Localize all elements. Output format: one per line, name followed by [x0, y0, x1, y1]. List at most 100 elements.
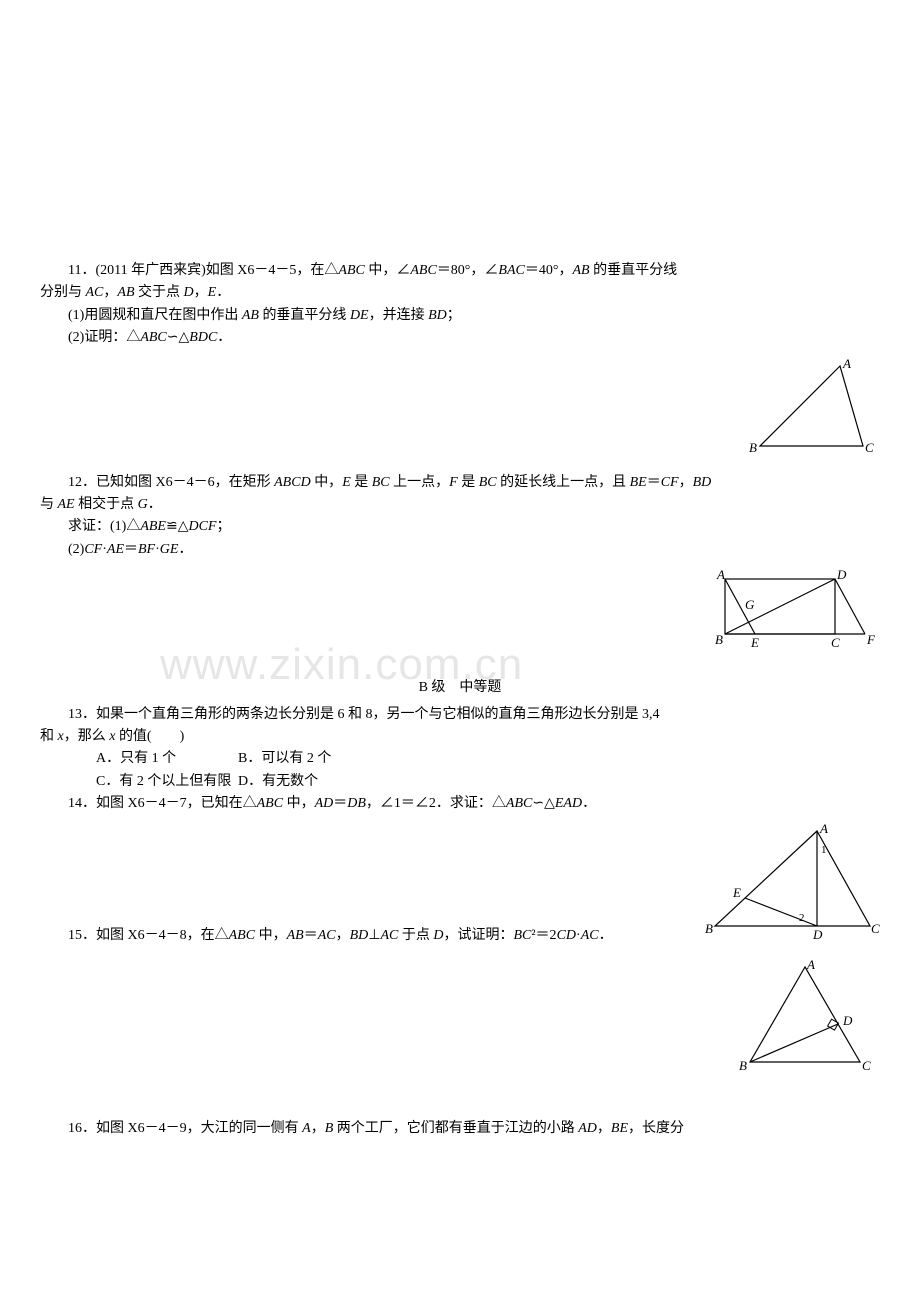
label-b: B [739, 1058, 747, 1073]
t: BD [693, 475, 712, 490]
t: ． [178, 542, 192, 557]
t: 是 [351, 475, 372, 490]
t: ，∠1＝∠2．求证：△ [366, 796, 506, 811]
q13-text2: 和 x，那么 x 的值( ) [40, 726, 880, 748]
label-e: E [750, 635, 759, 650]
t: ＝80°，∠ [437, 263, 499, 278]
t: AB [242, 308, 259, 323]
t: DCF [188, 519, 216, 534]
t: ABC [140, 330, 166, 345]
q11-text: 11．(2011 年广西来宾)如图 X6－4－5，在△ABC 中，∠ABC＝80… [40, 260, 880, 282]
t: EAD [555, 796, 582, 811]
t: ． [217, 330, 231, 345]
t: AC [86, 285, 104, 300]
q11-triangle-figure: A B C [735, 356, 880, 466]
t: ，长度分 [628, 1121, 684, 1136]
q13-opts2: C．有 2 个以上但有限D．有无数个 [40, 771, 880, 793]
t: BAC [498, 263, 524, 278]
t: 与 [40, 497, 58, 512]
t: ＝ [124, 542, 138, 557]
t: BE [630, 475, 647, 490]
label-c: C [865, 440, 874, 455]
t: 的值( ) [115, 729, 184, 744]
label-b: B [715, 632, 723, 647]
label-d: D [842, 1013, 853, 1028]
t: 中， [283, 796, 315, 811]
q11-sub2: (2)证明：△ABC∽△BDC． [40, 327, 880, 349]
t: 16．如图 X6－4－9，大江的同一侧有 [68, 1121, 302, 1136]
t: ，那么 [64, 729, 110, 744]
t: ， [103, 285, 117, 300]
t: AE [107, 542, 124, 557]
t: DE [350, 308, 369, 323]
t: (2)证明：△ [68, 330, 140, 345]
t: 相交于点 [75, 497, 138, 512]
label-a: A [842, 356, 851, 371]
t: E [208, 285, 217, 300]
t: ． [582, 796, 596, 811]
q15-figure-row: A B C D [40, 957, 880, 1082]
label-e: E [732, 885, 741, 900]
q12-rectangle-figure: A D B E C F G [705, 567, 880, 657]
t: ， [194, 285, 208, 300]
t: ABC [410, 263, 436, 278]
spacer [40, 1088, 880, 1118]
t: D [433, 928, 443, 943]
t: AE [58, 497, 75, 512]
t: AD [578, 1121, 597, 1136]
t: AC [380, 928, 398, 943]
section-b-title: B 级 中等题 [40, 677, 880, 699]
q11-figure-row: A B C [40, 356, 880, 466]
t: ABCD [274, 475, 311, 490]
q11-text2: 分别与 AC，AB 交于点 D，E． [40, 282, 880, 304]
t: ； [447, 308, 461, 323]
t: 求证：(1)△ [68, 519, 140, 534]
q14-text: 14．如图 X6－4－7，已知在△ABC 中，AD＝DB，∠1＝∠2．求证：△A… [40, 793, 880, 815]
t: BF [138, 542, 155, 557]
q12-sub1: 求证：(1)△ABE≌△DCF； [40, 516, 880, 538]
q11-sub1: (1)用圆规和直尺在图中作出 AB 的垂直平分线 DE，并连接 BD； [40, 305, 880, 327]
t: 14．如图 X6－4－7，已知在△ [68, 796, 257, 811]
label-d: D [812, 927, 823, 942]
angle-2: 2 [799, 912, 805, 924]
t: ⊥ [368, 928, 380, 943]
t: B [325, 1121, 334, 1136]
label-f: F [866, 632, 876, 647]
label-b: B [749, 440, 757, 455]
t: 的延长线上一点，且 [497, 475, 630, 490]
t: 中， [255, 928, 287, 943]
t: BC [372, 475, 390, 490]
t: CD [557, 928, 576, 943]
t: ． [148, 497, 162, 512]
t: ． [599, 928, 613, 943]
t: CF [661, 475, 679, 490]
label-b: B [705, 921, 713, 936]
t: 和 [40, 729, 58, 744]
t: ＝40°， [525, 263, 573, 278]
q15-triangle-figure: A B C D [735, 957, 880, 1077]
option-b: B．可以有 2 个 [238, 751, 331, 766]
label-a: A [819, 821, 828, 836]
label-g: G [745, 597, 755, 612]
t: AB [287, 928, 304, 943]
t: ， [311, 1121, 325, 1136]
t: E [342, 475, 351, 490]
label-a: A [806, 957, 815, 972]
t: 11．(2011 年广西来宾)如图 X6－4－5，在△ [68, 263, 338, 278]
t: BE [611, 1121, 628, 1136]
label-d: D [836, 567, 847, 582]
t: ＝ [304, 928, 318, 943]
t: BD [350, 928, 369, 943]
t: ，并连接 [369, 308, 429, 323]
q12-text: 12．已知如图 X6－4－6，在矩形 ABCD 中，E 是 BC 上一点，F 是… [40, 472, 880, 494]
t: ABC [506, 796, 532, 811]
t: ＝ [333, 796, 347, 811]
t: BDC [189, 330, 217, 345]
t: 交于点 [135, 285, 184, 300]
angle-1: 1 [821, 844, 827, 856]
q14-figure-row: A B C D E 1 2 15．如图 X6－4－8，在△ABC 中，AB＝AC… [40, 821, 880, 951]
t: ，试证明： [443, 928, 513, 943]
t: ≌△ [166, 519, 189, 534]
t: 中，∠ [365, 263, 411, 278]
t: ； [216, 519, 230, 534]
